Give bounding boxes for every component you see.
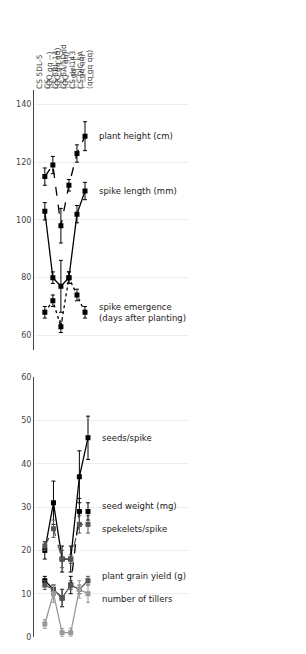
svg-text:spike emergence(days after pla: spike emergence(days after planting) (99, 302, 186, 323)
svg-text:140: 140 (16, 100, 31, 109)
svg-text:0: 0 (26, 633, 31, 642)
svg-text:spike length (mm): spike length (mm) (99, 186, 177, 196)
svg-text:100: 100 (16, 216, 31, 225)
svg-text:80: 80 (21, 273, 31, 282)
svg-text:40: 40 (21, 460, 31, 469)
svg-text:plant height (cm): plant height (cm) (99, 131, 173, 141)
svg-text:seeds/spike: seeds/spike (102, 433, 152, 443)
svg-text:number of tillers: number of tillers (102, 594, 173, 604)
svg-text:10: 10 (21, 589, 31, 598)
svg-text:seed weight (mg): seed weight (mg) (102, 501, 177, 511)
svg-text:spekelets/spike: spekelets/spike (102, 524, 167, 534)
svg-text:CS 5A/5Ddd(-- ͟qq --): CS 5A/5Ddd(-- ͟qq --) (59, 44, 78, 89)
svg-text:60: 60 (21, 331, 31, 340)
svg-text:120: 120 (16, 158, 31, 167)
svg-text:50: 50 (21, 416, 31, 425)
svg-text:CS-DIC 5A(qq ͟qq qq): CS-DIC 5A(qq ͟qq qq) (76, 50, 95, 89)
svg-text:30: 30 (21, 503, 31, 512)
svg-text:CS del143(-- ͟qq qq): CS del143(-- ͟qq qq) (68, 51, 87, 89)
svg-text:plant grain yield (g): plant grain yield (g) (102, 571, 186, 581)
svg-text:CS 5DL-5(QQ ͟qq --): CS 5DL-5(QQ ͟qq --) (35, 52, 54, 89)
svg-text:60: 60 (21, 373, 31, 382)
svg-text:20: 20 (21, 546, 31, 555)
svg-text:CS(QQ ͟qq qq): CS(QQ ͟qq qq) (43, 47, 62, 89)
svg-text:CS 5BL-14(QQ -- qq): CS 5BL-14(QQ -- qq) (51, 50, 70, 89)
